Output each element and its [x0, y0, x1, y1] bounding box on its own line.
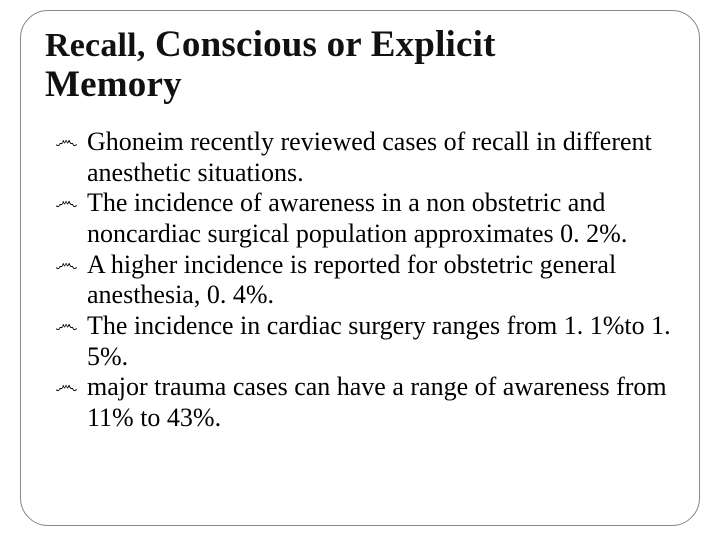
bullet-icon: ෴ — [55, 250, 78, 278]
bullet-text: The incidence in cardiac surgery ranges … — [87, 311, 671, 371]
slide-title: Recall, Conscious or Explicit Memory — [45, 25, 675, 105]
list-item: ෴ A higher incidence is reported for obs… — [55, 250, 675, 311]
bullet-icon: ෴ — [55, 127, 78, 155]
title-part-rest: Conscious or Explicit — [146, 24, 496, 65]
bullet-icon: ෴ — [55, 372, 78, 400]
bullet-text: A higher incidence is reported for obste… — [87, 250, 616, 310]
list-item: ෴ major trauma cases can have a range of… — [55, 372, 675, 433]
bullet-icon: ෴ — [55, 311, 78, 339]
bullet-icon: ෴ — [55, 188, 78, 216]
list-item: ෴ The incidence in cardiac surgery range… — [55, 311, 675, 372]
bullet-list: ෴ Ghoneim recently reviewed cases of rec… — [45, 127, 675, 434]
slide: Recall, Conscious or Explicit Memory ෴ G… — [0, 0, 720, 540]
title-line2: Memory — [45, 65, 675, 105]
title-part-recall: Recall, — [45, 27, 146, 64]
list-item: ෴ The incidence of awareness in a non ob… — [55, 188, 675, 249]
content-frame: Recall, Conscious or Explicit Memory ෴ G… — [20, 10, 700, 526]
list-item: ෴ Ghoneim recently reviewed cases of rec… — [55, 127, 675, 188]
bullet-text: Ghoneim recently reviewed cases of recal… — [87, 127, 652, 187]
bullet-text: major trauma cases can have a range of a… — [87, 372, 667, 432]
bullet-text: The incidence of awareness in a non obst… — [87, 188, 627, 248]
